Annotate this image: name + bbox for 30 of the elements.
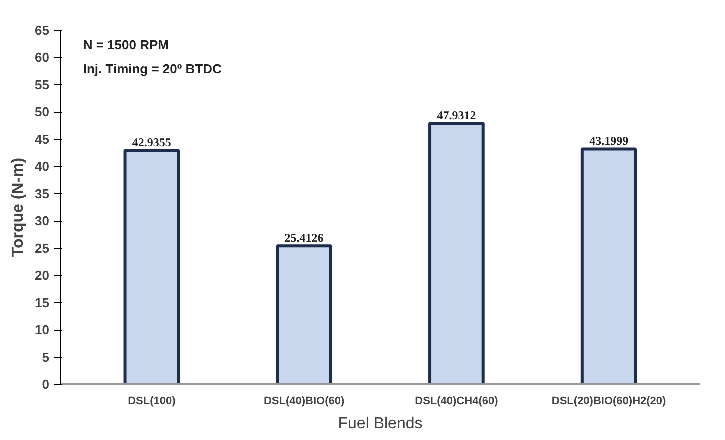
annotation: Inj. Timing = 20º BTDC (83, 62, 222, 76)
y-tick-label: 25 (35, 240, 50, 256)
y-tick-label: 40 (35, 159, 50, 174)
data-label: 47.9312 (437, 108, 476, 122)
y-tick-label: 50 (35, 104, 50, 120)
y-tick-label: 55 (35, 77, 50, 92)
bar (580, 148, 638, 384)
x-tick-label: DSL(100) (128, 396, 176, 408)
x-tick-label: DSL(20)BIO(60)H2(20) (552, 396, 667, 408)
annotation: N = 1500 RPM (83, 38, 169, 52)
y-tick-label: 15 (35, 295, 50, 310)
data-label: 42.9355 (132, 136, 172, 150)
data-label: 25.4126 (284, 231, 324, 246)
y-tick-label: 65 (35, 23, 50, 38)
y-tick-label: 60 (35, 50, 50, 66)
y-tick-label: 45 (35, 132, 50, 147)
y-axis-title: Torque (N-m) (10, 158, 28, 258)
y-tick-label: 0 (42, 377, 50, 392)
bar (276, 244, 332, 384)
x-axis-title: Fuel Blends (338, 416, 423, 432)
bar (428, 122, 485, 384)
y-tick-label: 10 (35, 322, 50, 338)
bar (124, 149, 180, 384)
data-label: 43.1999 (590, 134, 629, 148)
x-tick-label: DSL(40)CH4(60) (415, 396, 499, 408)
y-tick-label: 5 (42, 350, 50, 365)
y-tick-label: 35 (35, 186, 50, 202)
x-tick-label: DSL(40)BIO(60) (264, 396, 345, 408)
y-tick-label: 20 (35, 268, 50, 284)
y-tick-label: 30 (35, 214, 50, 229)
